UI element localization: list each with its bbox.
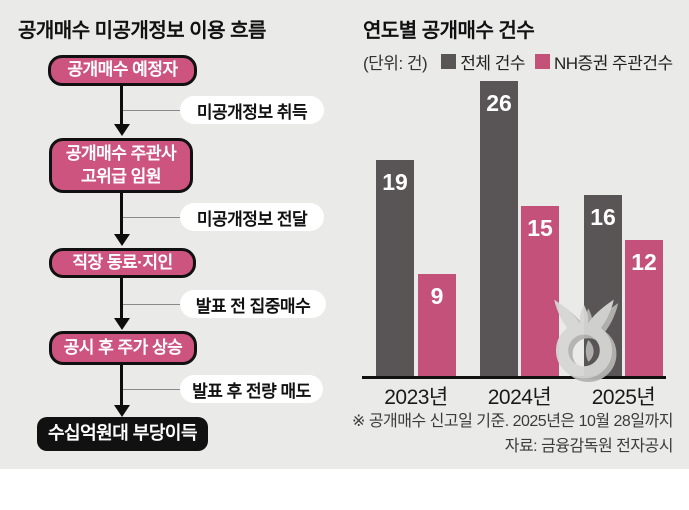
flow-node-label: 공개매수 주관사 — [65, 144, 177, 164]
flow-node-price-rise: 공시 후 주가 상승 — [49, 331, 197, 365]
legend-swatch-pink-icon — [535, 54, 550, 69]
edge-connector-line — [123, 217, 185, 218]
bar-value: 19 — [382, 169, 408, 195]
legend-label: NH증권 주관건수 — [554, 54, 673, 73]
chart-title: 연도별 공개매수 건수 — [363, 20, 535, 42]
arrow-down-icon — [114, 405, 130, 417]
flow-edge-label-buy-before: 발표 전 집중매수 — [180, 290, 326, 318]
x-tick-label-2024년: 2024년 — [487, 386, 552, 409]
bar-total-2024년: 26 — [480, 81, 518, 377]
flow-node-label: 수십억원대 부당이득 — [47, 423, 198, 444]
flow-node-label: 공개매수 예정자 — [67, 60, 178, 80]
bar-value: 9 — [430, 283, 444, 309]
legend-item-total: 전체 건수 — [441, 49, 525, 74]
flow-edge-label-acquire-info: 미공개정보 취득 — [180, 96, 324, 124]
bar-nh-2024년: 15 — [521, 206, 559, 377]
bar-total-2023년: 19 — [376, 160, 414, 377]
flow-node-underwriter-executive: 공개매수 주관사 고위급 임원 — [49, 138, 193, 193]
flow-edge-label-pass-info: 미공개정보 전달 — [180, 203, 324, 231]
flow-title: 공개매수 미공개정보 이용 흐름 — [18, 20, 266, 42]
flow-node-bidder: 공개매수 예정자 — [48, 55, 197, 86]
flow-arrow-line — [120, 365, 123, 405]
chart-source: 자료: 금융감독원 전자공시 — [504, 438, 674, 455]
edge-label-text: 미공개정보 전달 — [196, 209, 308, 229]
bar-value: 15 — [527, 215, 553, 241]
flow-arrow-line — [120, 86, 123, 125]
bar-value: 26 — [486, 90, 512, 116]
x-tick-label-2023년: 2023년 — [384, 386, 448, 409]
arrow-down-icon — [114, 234, 130, 246]
arrow-down-icon — [114, 124, 130, 136]
flow-node-label: 직장 동료·지인 — [72, 252, 173, 272]
flow-arrow-line — [120, 193, 123, 234]
flow-arrow-line — [120, 278, 123, 318]
x-tick-label-2025년: 2025년 — [591, 386, 656, 409]
flow-node-illegal-gains: 수십억원대 부당이득 — [37, 417, 208, 451]
newspaper-logo-watermark-icon — [554, 299, 619, 382]
chart-footnote: ※ 공개매수 신고일 기준. 2025년은 10월 28일까지 — [351, 413, 674, 430]
legend-item-nh: NH증권 주관건수 — [535, 49, 673, 74]
bar-value: 12 — [631, 249, 657, 275]
unit-label: (단위: 건) — [363, 54, 428, 73]
edge-label-text: 발표 후 전량 매도 — [192, 381, 311, 401]
bar-value: 16 — [590, 204, 616, 230]
legend-swatch-gray-icon — [441, 54, 457, 69]
bar-nh-2025년: 12 — [625, 240, 663, 377]
edge-connector-line — [123, 110, 185, 111]
flow-edge-label-sell-after: 발표 후 전량 매도 — [180, 375, 323, 403]
flow-node-colleagues: 직장 동료·지인 — [49, 248, 196, 278]
x-axis-line — [362, 376, 666, 379]
edge-connector-line — [123, 304, 185, 305]
arrow-down-icon — [114, 318, 130, 330]
flow-node-label: 공시 후 주가 상승 — [63, 337, 183, 357]
edge-connector-line — [123, 389, 185, 390]
bar-nh-2023년: 9 — [418, 274, 456, 377]
edge-label-text: 발표 전 집중매수 — [195, 296, 311, 316]
edge-label-text: 미공개정보 취득 — [196, 102, 308, 122]
chart-legend: (단위: 건) 전체 건수 NH증권 주관건수 — [363, 49, 683, 74]
flow-node-label: 고위급 임원 — [81, 166, 161, 186]
legend-label: 전체 건수 — [460, 54, 525, 73]
